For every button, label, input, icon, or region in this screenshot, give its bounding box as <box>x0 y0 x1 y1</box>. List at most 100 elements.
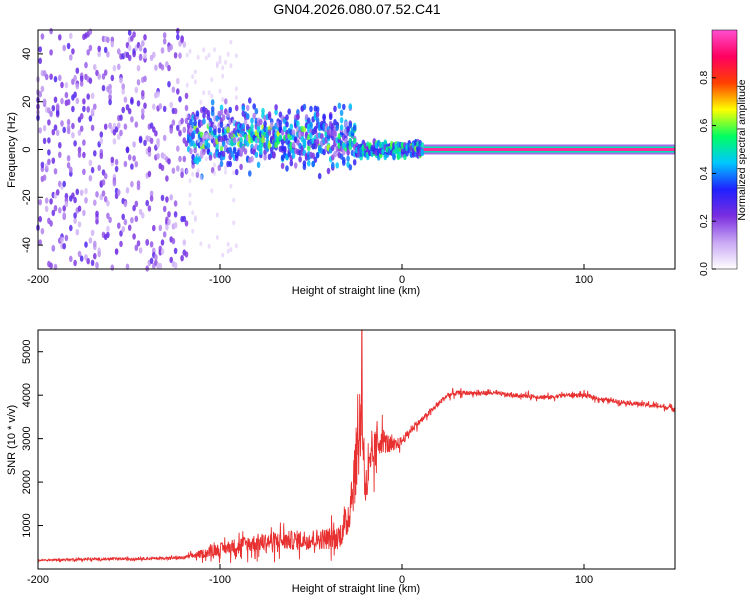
spectrogram-cell <box>88 44 93 52</box>
spectrogram-cell <box>184 92 189 100</box>
spectrogram-cell <box>38 127 42 134</box>
spectrogram-cell <box>51 129 56 136</box>
spectrogram-cell <box>193 69 197 75</box>
spectrogram-cell <box>38 215 42 223</box>
spectrogram-cell <box>69 224 73 232</box>
spectrogram-cell <box>171 237 176 245</box>
spectrogram-cell <box>82 209 86 217</box>
spectrogram-cell <box>226 111 230 118</box>
spectrogram-cell <box>90 107 95 115</box>
spectrogram-cell <box>267 129 272 136</box>
spectrogram-cell <box>99 152 104 159</box>
spectrogram-cell <box>86 258 90 265</box>
spectrogram-cell <box>188 48 192 54</box>
spectrogram-cell <box>162 32 167 39</box>
spectrogram-cell <box>145 199 149 207</box>
spectrogram-cell <box>66 42 71 50</box>
spectrogram-cell <box>207 243 211 249</box>
snr-y-axis-title: SNR (10 * v/v) <box>6 405 18 475</box>
spectrogram-cell <box>328 113 333 121</box>
spectrogram-cell <box>121 213 125 220</box>
spectrogram-cell <box>300 130 305 137</box>
spectrogram-cell <box>117 222 121 229</box>
spectrogram-cell <box>60 236 64 244</box>
spectrogram-cell <box>178 155 182 163</box>
spectrogram-cell <box>141 90 145 97</box>
spectrogram-cell <box>224 134 228 141</box>
snr-x-axis-title: Height of straight line (km) <box>292 583 420 595</box>
spectrogram-cell <box>218 88 222 94</box>
spectrogram-cell <box>339 109 344 117</box>
spectrogram-cell <box>335 124 340 131</box>
spectrogram-cell <box>62 126 66 134</box>
spectrogram-cell <box>82 105 86 113</box>
spectrogram-cell <box>130 35 134 42</box>
spectrogram-cell <box>143 102 147 109</box>
colorbar-tick-label: 0.4 <box>699 166 710 180</box>
spectrogram-cell <box>188 178 192 184</box>
y-tick-label: 1000 <box>21 513 33 537</box>
spectrogram-cell <box>158 103 163 110</box>
spectrogram-cell <box>84 241 88 248</box>
spectrogram-cell <box>127 54 132 62</box>
spectrogram-cell <box>224 59 227 65</box>
spectrogram-cell <box>315 151 320 159</box>
spectrogram-cell <box>117 189 121 196</box>
spectrogram-cell <box>217 164 222 171</box>
spectrogram-cell <box>112 138 117 145</box>
spectrogram-cell <box>58 151 62 158</box>
spectrogram-cell <box>254 151 259 158</box>
spectrogram-cell <box>184 251 189 258</box>
y-tick-label: 3000 <box>21 426 33 450</box>
spectrogram-cell <box>90 166 95 174</box>
spectrogram-cell <box>383 139 388 146</box>
spectrogram-cell <box>307 160 311 167</box>
spectrogram-cell <box>204 55 208 61</box>
spectrogram-cell <box>274 104 278 111</box>
spectrogram-cell <box>110 264 115 271</box>
spectrogram-cell <box>250 123 254 131</box>
spectrogram-cell <box>132 204 136 212</box>
spectrogram-cell <box>215 212 219 218</box>
spectrogram-cell <box>88 175 93 182</box>
spectrogram-cell <box>184 117 189 125</box>
spectrogram-cell <box>180 255 184 262</box>
spectrogram-cell <box>162 105 167 113</box>
spectrogram-cell <box>180 117 184 125</box>
spectrogram-cell <box>77 146 82 153</box>
spectrogram-cell <box>309 121 313 128</box>
spectrogram-cell <box>145 239 149 246</box>
spectrogram-cell <box>123 218 128 226</box>
spectrogram-cell <box>53 205 58 212</box>
spectrogram-cell <box>196 168 200 173</box>
spectrogram-cell <box>158 262 163 270</box>
spectrogram-cell <box>64 200 69 208</box>
spectrogram-cell <box>226 51 230 57</box>
spectrogram-cell <box>232 220 236 226</box>
spectrogram-cell <box>206 142 211 149</box>
spectrogram-cell <box>313 156 318 163</box>
spectrogram-cell <box>121 226 125 233</box>
spectrogram-cell <box>202 134 206 140</box>
spectrogram-cell <box>234 95 238 101</box>
spectrogram-cell <box>317 172 322 180</box>
spectrogram-cell <box>82 168 86 175</box>
carrier-line <box>423 148 675 151</box>
spectrogram-cell <box>218 59 222 65</box>
spectrogram-cell <box>125 146 130 154</box>
spectrogram-cell <box>176 77 180 85</box>
spectrogram-cell <box>219 160 224 167</box>
spectrogram-cell <box>302 103 307 111</box>
spectrogram-cell <box>167 158 171 165</box>
spectrogram-cell <box>219 121 224 129</box>
spectrogram-cell <box>38 91 42 98</box>
spectrogram-cell <box>171 119 176 126</box>
spectrogram-cell <box>138 247 143 254</box>
spectrogram-cell <box>221 97 225 102</box>
spectrogram-cell <box>261 136 265 143</box>
spectrogram-cell <box>232 170 236 176</box>
spectrogram-cell <box>86 106 90 113</box>
spectrogram-cell <box>75 229 80 236</box>
spectrogram-cell <box>132 155 136 162</box>
